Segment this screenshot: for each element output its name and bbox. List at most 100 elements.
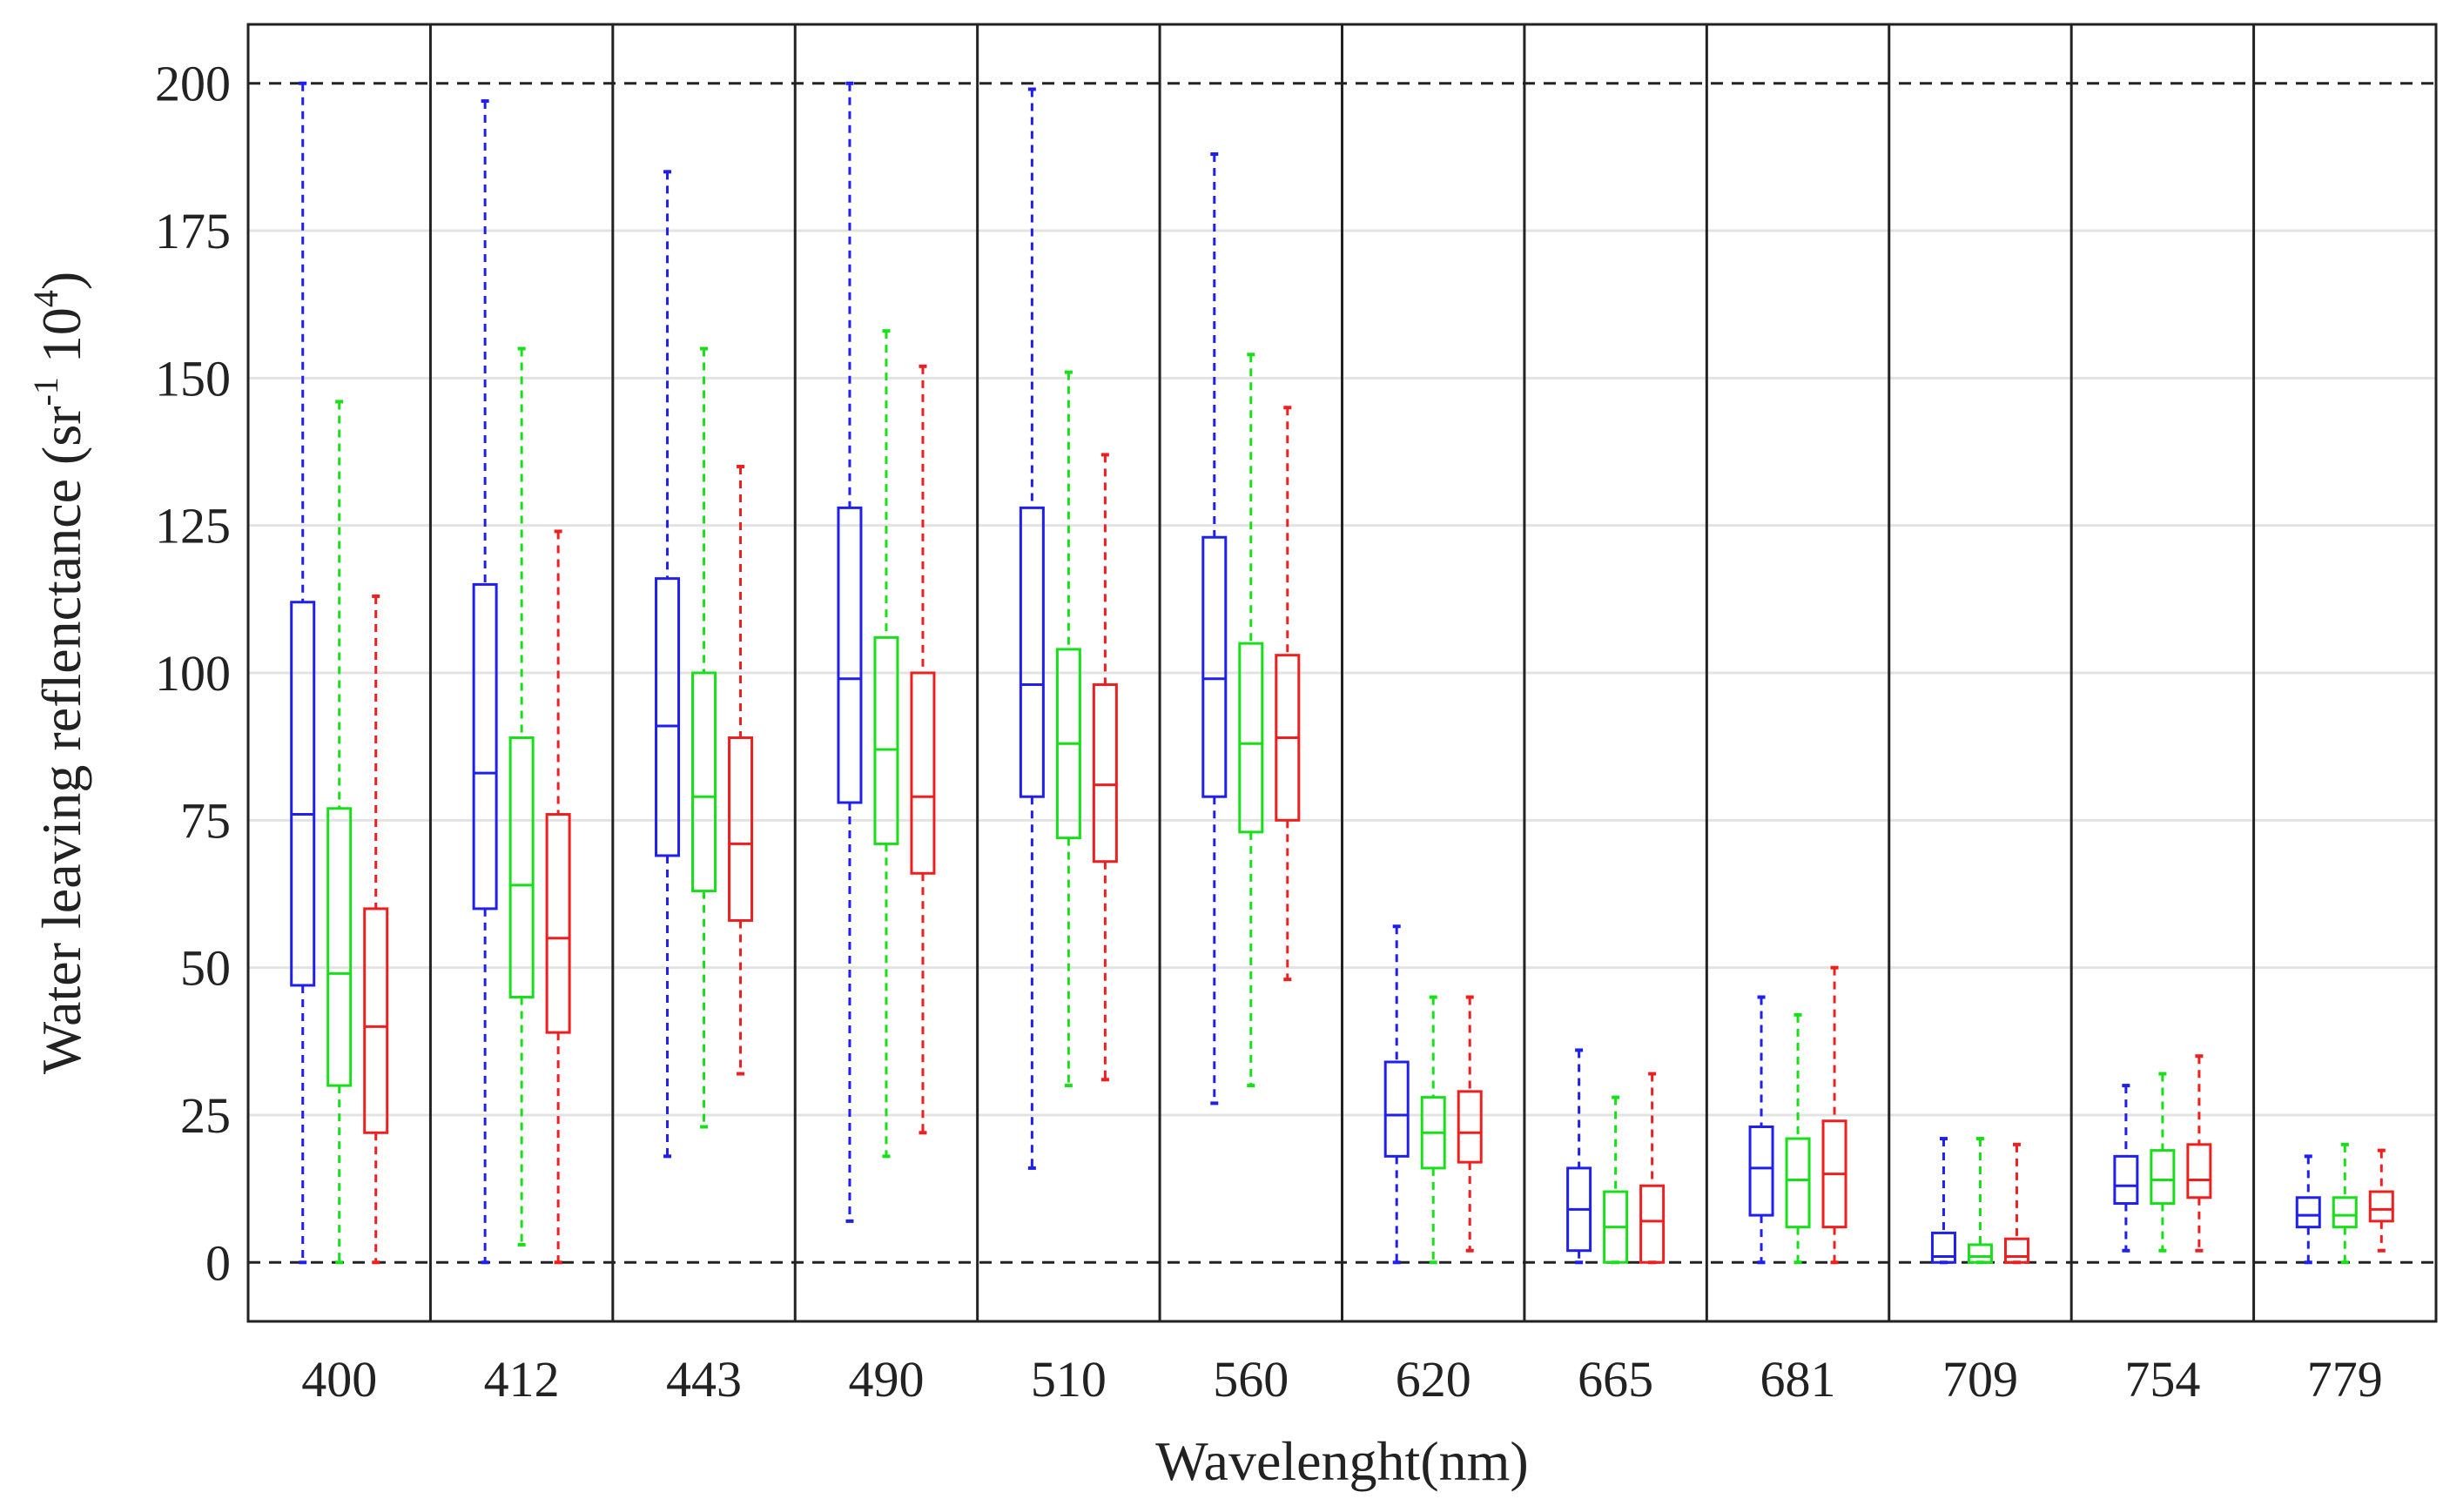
box-plot — [326, 400, 353, 1265]
box-plot — [2368, 1148, 2394, 1253]
x-tick-label: 779 — [2307, 1351, 2383, 1408]
box-plot — [1639, 1072, 1666, 1265]
box-iqr — [545, 813, 571, 1034]
box-plot — [1383, 924, 1410, 1265]
category-separators — [428, 24, 2256, 1321]
box-iqr — [1785, 1137, 1811, 1229]
plot-frame — [246, 23, 2438, 1323]
box-plot — [363, 594, 389, 1265]
box-iqr — [691, 671, 717, 893]
x-tick-label: 665 — [1578, 1351, 1653, 1408]
box-plot — [837, 81, 863, 1223]
box-plot — [1930, 1137, 1956, 1265]
box-layer — [290, 81, 2394, 1265]
box-plot — [1603, 1095, 1629, 1265]
y-axis-label-sup1: -1 — [26, 377, 65, 406]
box-plot — [1019, 87, 1045, 1170]
y-tick-label: 125 — [155, 498, 231, 554]
box-iqr — [1019, 506, 1045, 798]
y-tick-label: 50 — [180, 940, 231, 997]
x-tick-label: 490 — [848, 1351, 924, 1408]
box-plot — [873, 329, 899, 1159]
box-plot — [1457, 995, 1483, 1253]
box-iqr — [1201, 535, 1228, 798]
box-iqr — [837, 506, 863, 804]
box-plot — [2295, 1154, 2321, 1265]
x-tick-label: 510 — [1031, 1351, 1107, 1408]
y-tick-label: 25 — [180, 1087, 231, 1144]
y-tick-label: 175 — [155, 203, 231, 259]
box-plot — [728, 464, 754, 1076]
box-iqr — [2186, 1143, 2212, 1200]
box-plot — [1785, 1012, 1811, 1265]
y-axis-label-main: Water leaving reflenctance (sr — [30, 406, 92, 1074]
box-plot — [1092, 453, 1118, 1082]
box-plot — [472, 99, 498, 1265]
y-tick-labels: 0 25 50 75 100 125 150 175 200 — [155, 56, 231, 1292]
x-tick-label: 443 — [666, 1351, 742, 1408]
box-plot — [691, 346, 717, 1129]
y-axis-label-mid: 10 — [30, 307, 92, 377]
box-iqr — [2332, 1196, 2358, 1229]
box-iqr — [1092, 683, 1118, 864]
x-tick-label: 681 — [1760, 1351, 1836, 1408]
box-plot — [545, 529, 571, 1265]
y-tick-label: 100 — [155, 645, 231, 702]
x-axis-label: Wavelenght(nm) — [1155, 1430, 1528, 1492]
box-plot — [508, 346, 535, 1247]
y-tick-label: 0 — [205, 1234, 231, 1291]
box-iqr — [2113, 1154, 2139, 1206]
box-plot — [910, 364, 936, 1135]
y-axis-label-sup2: 4 — [26, 290, 65, 307]
box-plot — [290, 81, 316, 1265]
box-iqr — [1930, 1231, 1956, 1264]
box-plot — [2113, 1084, 2139, 1253]
box-iqr — [2295, 1196, 2321, 1229]
box-iqr — [1383, 1060, 1410, 1158]
box-iqr — [873, 635, 899, 845]
box-plot — [655, 170, 681, 1159]
box-iqr — [2150, 1149, 2176, 1206]
x-tick-label: 754 — [2124, 1351, 2200, 1408]
y-tick-label: 200 — [155, 56, 231, 112]
x-tick-label: 400 — [301, 1351, 377, 1408]
box-plot — [2332, 1142, 2358, 1265]
box-plot — [1566, 1048, 1592, 1265]
box-plot — [1821, 965, 1847, 1265]
box-iqr — [1748, 1126, 1774, 1217]
box-plot — [2150, 1072, 2176, 1253]
box-iqr — [1238, 642, 1264, 834]
box-iqr — [2368, 1190, 2394, 1223]
box-plot — [1055, 370, 1081, 1088]
box-plot — [2003, 1142, 2029, 1265]
box-plot — [2186, 1054, 2212, 1253]
y-axis-label-end: ) — [30, 272, 92, 290]
box-plot — [1275, 406, 1301, 982]
box-plot — [1967, 1137, 1993, 1265]
y-tick-label: 150 — [155, 350, 231, 407]
x-tick-label: 412 — [484, 1351, 560, 1408]
box-iqr — [326, 807, 353, 1087]
box-iqr — [290, 601, 316, 987]
box-iqr — [1967, 1243, 1993, 1264]
box-plot — [1420, 995, 1446, 1265]
x-tick-label: 709 — [1942, 1351, 2018, 1408]
y-tick-label: 75 — [180, 792, 231, 849]
box-iqr — [2003, 1237, 2029, 1264]
box-iqr — [363, 907, 389, 1134]
box-iqr — [472, 582, 498, 911]
x-tick-label: 560 — [1213, 1351, 1289, 1408]
x-tick-label: 620 — [1396, 1351, 1471, 1408]
box-plot — [1238, 353, 1264, 1088]
x-tick-labels: 400 412 443 490 510 560 620 665 681 709 754 779 — [301, 1351, 2383, 1408]
box-plot — [1748, 995, 1774, 1265]
box-iqr — [1457, 1090, 1483, 1164]
box-iqr — [508, 736, 535, 998]
box-iqr — [1639, 1184, 1666, 1264]
box-iqr — [910, 671, 936, 875]
box-plot — [1201, 152, 1228, 1105]
y-axis-label: Water leaving reflenctance (sr-1 104) — [26, 272, 92, 1074]
box-iqr — [728, 736, 754, 922]
box-iqr — [655, 577, 681, 857]
